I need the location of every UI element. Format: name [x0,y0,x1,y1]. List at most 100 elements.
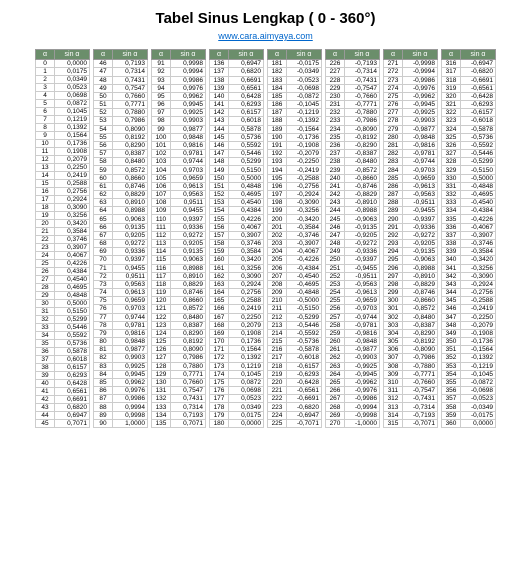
value-cell: -0,6947 [461,60,496,68]
header-angle: α [94,50,113,60]
angle-cell: 260 [326,338,345,346]
angle-cell: 322 [442,109,461,117]
value-cell: 0,7193 [113,60,148,68]
table-row: 390,6293 [36,372,90,380]
table-row: 1660,2419 [210,305,264,313]
table-row: 306-0,8090 [384,346,438,354]
value-cell: 0,5000 [55,300,90,308]
value-cell: 0,8090 [113,125,148,133]
table-row: 1310,7547 [152,387,206,395]
table-row: 201-0,3584 [268,223,322,231]
value-cell: -0,4695 [461,190,496,198]
value-cell: 0,5878 [55,348,90,356]
value-cell: -0,9903 [403,117,438,125]
table-row: 1470,5446 [210,150,264,158]
table-row: 680,9272 [94,239,148,247]
value-cell: 0,0523 [229,395,264,403]
table-row: 261-0,9877 [326,346,380,354]
table-row: 344-0,2756 [442,289,496,297]
table-row: 320,5299 [36,316,90,324]
value-cell: 0,8480 [171,313,206,321]
angle-cell: 10 [36,140,55,148]
angle-cell: 109 [152,207,171,215]
table-row: 280,4695 [36,284,90,292]
table-row: 182-0,0349 [268,68,322,76]
table-row: 322-0,6157 [442,109,496,117]
value-cell: -0,7193 [403,411,438,419]
table-row: 110,1908 [36,148,90,156]
table-row: 120,2079 [36,156,90,164]
angle-cell: 31 [36,308,55,316]
value-cell: -0,7771 [345,101,380,109]
value-cell: -0,5299 [461,158,496,166]
table-row: 1720,1392 [210,354,264,362]
angle-cell: 193 [268,158,287,166]
angle-cell: 235 [326,133,345,141]
angle-cell: 7 [36,116,55,124]
angle-cell: 163 [210,280,229,288]
angle-cell: 107 [152,190,171,198]
value-cell: -0,9976 [403,84,438,92]
angle-cell: 87 [94,395,113,403]
angle-cell: 224 [268,411,287,419]
value-cell: -0,7771 [403,370,438,378]
value-cell: -0,5446 [287,321,322,329]
table-row: 1460,5592 [210,141,264,149]
table-row: 440,6947 [36,412,90,420]
angle-cell: 184 [268,84,287,92]
value-cell: -0,2924 [287,190,322,198]
value-cell: -0,3746 [461,239,496,247]
angle-cell: 308 [384,362,403,370]
value-cell: 0,9135 [171,248,206,256]
table-row: 1550,4226 [210,215,264,223]
source-link[interactable]: www.cara.aimyaya.com [10,31,521,41]
angle-cell: 263 [326,362,345,370]
table-row: 232-0,7880 [326,109,380,117]
value-cell: -0,8572 [403,305,438,313]
value-cell: -0,2079 [461,321,496,329]
value-cell: -0,9272 [345,239,380,247]
value-cell: -0,9613 [403,182,438,190]
value-cell: -0,9877 [403,125,438,133]
value-cell: -0,9998 [345,411,380,419]
value-cell: 0,7771 [113,101,148,109]
table-row: 460,7193 [94,60,148,68]
table-row: 1560,4067 [210,223,264,231]
angle-cell: 153 [210,199,229,207]
value-cell: 0,8746 [113,182,148,190]
table-row: 249-0,9336 [326,248,380,256]
angle-cell: 324 [442,125,461,133]
value-cell: -0,9703 [345,305,380,313]
table-row: 1060,9613 [152,182,206,190]
value-cell: 0,9135 [113,223,148,231]
table-row: 339-0,3584 [442,248,496,256]
value-cell: -0,9816 [403,141,438,149]
table-row: 1240,8290 [152,329,206,337]
table-row: 580,8480 [94,158,148,166]
angle-cell: 47 [94,68,113,76]
value-cell: 0,4384 [55,268,90,276]
value-cell: -0,8192 [403,338,438,346]
table-row: 246-0,9135 [326,223,380,231]
angle-cell: 36 [36,348,55,356]
table-row: 193-0,2250 [268,158,322,166]
angle-cell: 258 [326,321,345,329]
table-row: 1340,7193 [152,411,206,419]
value-cell: 0,3746 [229,239,264,247]
angle-cell: 180 [210,419,229,427]
angle-cell: 134 [152,411,171,419]
table-row: 240-0,8660 [326,174,380,182]
table-row: 253-0,9563 [326,280,380,288]
angle-cell: 61 [94,182,113,190]
table-row: 270,4540 [36,276,90,284]
table-row: 323-0,6018 [442,117,496,125]
table-row: 264-0,9945 [326,370,380,378]
table-row: 324-0,5878 [442,125,496,133]
value-cell: -0,8829 [403,280,438,288]
angle-cell: 95 [152,92,171,100]
table-row: 221-0,6561 [268,387,322,395]
header-value: sin α [113,50,148,60]
value-cell: 0,9397 [113,256,148,264]
table-row: 1620,3090 [210,272,264,280]
value-cell: 0,9397 [171,215,206,223]
